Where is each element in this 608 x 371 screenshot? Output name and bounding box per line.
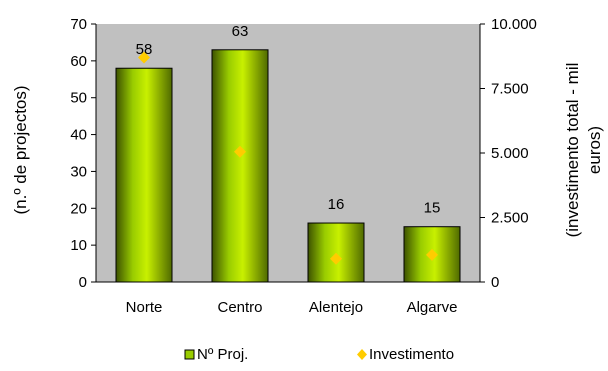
left-tick-label: 60 (70, 53, 87, 70)
left-axis-ticks: 0 10 20 30 40 50 60 70 (70, 16, 96, 291)
right-axis-title-line-2: euros) (585, 126, 604, 174)
left-tick-label: 50 (70, 90, 87, 107)
right-tick-label: 10.000 (491, 16, 537, 33)
legend-diamond-marker (357, 349, 367, 360)
left-tick-label: 70 (70, 16, 87, 33)
right-tick-label: 2.500 (491, 210, 529, 227)
left-axis-title: (n.º de projectos) (11, 85, 30, 214)
right-tick-label: 7.500 (491, 81, 529, 98)
left-tick-label: 0 (79, 274, 87, 291)
category-labels: Norte Centro Alentejo Algarve (126, 299, 458, 316)
left-tick-label: 10 (70, 237, 87, 254)
category-label-norte: Norte (126, 299, 163, 316)
left-tick-label: 20 (70, 200, 87, 217)
category-label-alentejo: Alentejo (309, 299, 363, 316)
legend-bar-swatch (185, 350, 194, 359)
category-label-algarve: Algarve (407, 299, 458, 316)
bar-centro (212, 50, 268, 282)
left-tick-label: 40 (70, 127, 87, 144)
data-label-alentejo: 16 (328, 196, 345, 213)
data-label-algarve: 15 (424, 200, 441, 217)
category-label-centro: Centro (217, 299, 262, 316)
right-axis-ticks: 0 2.500 5.000 7.500 10.000 (480, 16, 537, 291)
left-tick-label: 30 (70, 163, 87, 180)
data-label-centro: 63 (232, 23, 249, 40)
right-tick-label: 0 (491, 274, 499, 291)
data-label-norte: 58 (136, 41, 153, 58)
right-tick-label: 5.000 (491, 145, 529, 162)
bar-norte (116, 68, 172, 282)
legend-bar-label: Nº Proj. (197, 346, 248, 363)
right-axis-title-line-1: (investimento total - mil (563, 63, 582, 238)
bar-alentejo (308, 223, 364, 282)
legend: Nº Proj. Investimento (185, 346, 454, 363)
legend-diamond-label: Investimento (369, 346, 454, 363)
